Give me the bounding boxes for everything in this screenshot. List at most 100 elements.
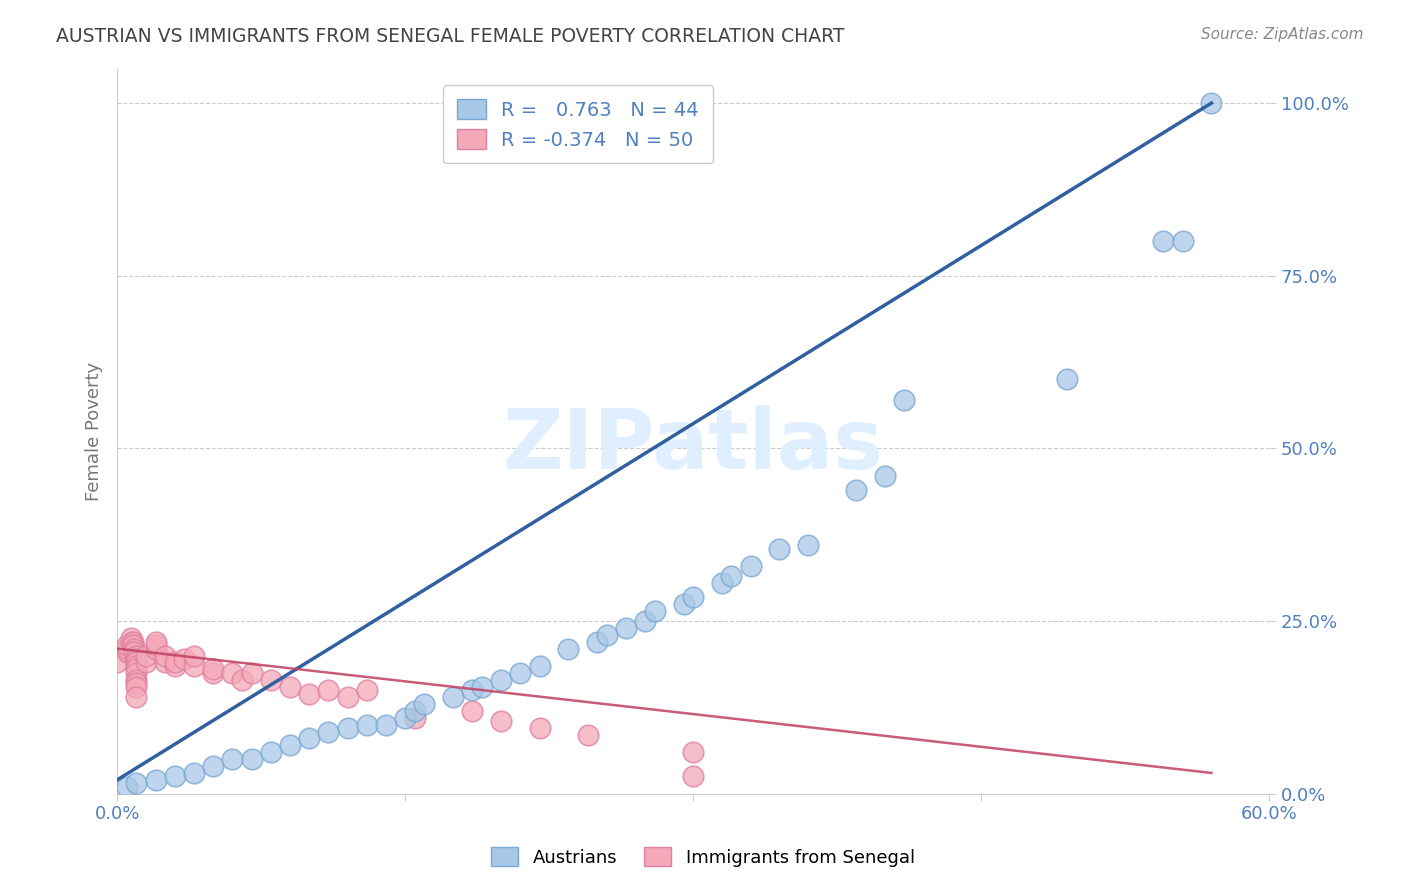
Point xyxy=(356,717,378,731)
Point xyxy=(221,665,243,680)
Point xyxy=(260,673,283,687)
Point xyxy=(202,662,225,676)
Point xyxy=(145,638,167,652)
Point xyxy=(509,665,531,680)
Point xyxy=(125,673,148,687)
Point xyxy=(461,704,484,718)
Point xyxy=(145,634,167,648)
Point xyxy=(120,634,142,648)
Point xyxy=(394,711,416,725)
Point xyxy=(125,652,148,666)
Point xyxy=(298,687,321,701)
Point xyxy=(356,683,378,698)
Point xyxy=(125,776,148,790)
Point xyxy=(125,680,148,694)
Point xyxy=(740,558,762,573)
Point xyxy=(183,766,205,780)
Legend: R =   0.763   N = 44, R = -0.374   N = 50: R = 0.763 N = 44, R = -0.374 N = 50 xyxy=(443,86,713,163)
Point xyxy=(845,483,868,497)
Text: AUSTRIAN VS IMMIGRANTS FROM SENEGAL FEMALE POVERTY CORRELATION CHART: AUSTRIAN VS IMMIGRANTS FROM SENEGAL FEMA… xyxy=(56,27,845,45)
Point xyxy=(336,721,359,735)
Point xyxy=(873,469,896,483)
Point xyxy=(893,392,915,407)
Point xyxy=(125,665,148,680)
Point xyxy=(672,597,695,611)
Point xyxy=(529,721,551,735)
Point xyxy=(125,662,148,676)
Point xyxy=(121,634,143,648)
Point xyxy=(682,769,704,783)
Point xyxy=(183,648,205,663)
Point xyxy=(163,769,186,783)
Point xyxy=(125,690,148,704)
Point xyxy=(115,780,138,794)
Point xyxy=(163,659,186,673)
Point xyxy=(260,745,283,759)
Point xyxy=(644,604,666,618)
Point xyxy=(720,569,742,583)
Point xyxy=(240,665,263,680)
Legend: Austrians, Immigrants from Senegal: Austrians, Immigrants from Senegal xyxy=(484,840,922,874)
Point xyxy=(173,652,195,666)
Point xyxy=(413,697,436,711)
Point xyxy=(125,648,148,663)
Point xyxy=(489,673,512,687)
Point xyxy=(1056,372,1078,386)
Point xyxy=(576,728,599,742)
Point xyxy=(145,641,167,656)
Point xyxy=(121,638,143,652)
Point xyxy=(202,759,225,773)
Point xyxy=(461,683,484,698)
Point xyxy=(336,690,359,704)
Point xyxy=(404,711,426,725)
Point xyxy=(125,676,148,690)
Point xyxy=(183,659,205,673)
Point xyxy=(596,628,619,642)
Point xyxy=(634,614,657,628)
Point xyxy=(489,714,512,728)
Point xyxy=(710,576,733,591)
Point xyxy=(105,656,128,670)
Point xyxy=(231,673,253,687)
Point xyxy=(240,752,263,766)
Text: ZIPatlas: ZIPatlas xyxy=(502,405,883,486)
Point xyxy=(124,645,146,659)
Y-axis label: Female Poverty: Female Poverty xyxy=(86,361,103,500)
Point xyxy=(375,717,398,731)
Point xyxy=(202,665,225,680)
Point xyxy=(153,656,176,670)
Point xyxy=(471,680,494,694)
Point xyxy=(1152,234,1174,248)
Point xyxy=(163,656,186,670)
Point xyxy=(115,638,138,652)
Point xyxy=(586,634,609,648)
Point xyxy=(1171,234,1194,248)
Point xyxy=(682,745,704,759)
Point xyxy=(298,731,321,746)
Point xyxy=(318,724,340,739)
Point xyxy=(441,690,464,704)
Point xyxy=(115,641,138,656)
Point xyxy=(278,739,301,753)
Point xyxy=(768,541,790,556)
Point xyxy=(153,648,176,663)
Text: Source: ZipAtlas.com: Source: ZipAtlas.com xyxy=(1201,27,1364,42)
Point xyxy=(682,590,704,604)
Point xyxy=(404,704,426,718)
Point xyxy=(614,621,637,635)
Point xyxy=(135,648,157,663)
Point xyxy=(221,752,243,766)
Point xyxy=(145,772,167,787)
Point xyxy=(124,641,146,656)
Point xyxy=(125,656,148,670)
Point xyxy=(278,680,301,694)
Point xyxy=(318,683,340,698)
Point xyxy=(557,641,579,656)
Point xyxy=(797,538,820,552)
Point xyxy=(125,659,148,673)
Point xyxy=(115,645,138,659)
Point xyxy=(120,632,142,646)
Point xyxy=(135,656,157,670)
Point xyxy=(529,659,551,673)
Point xyxy=(1201,96,1223,111)
